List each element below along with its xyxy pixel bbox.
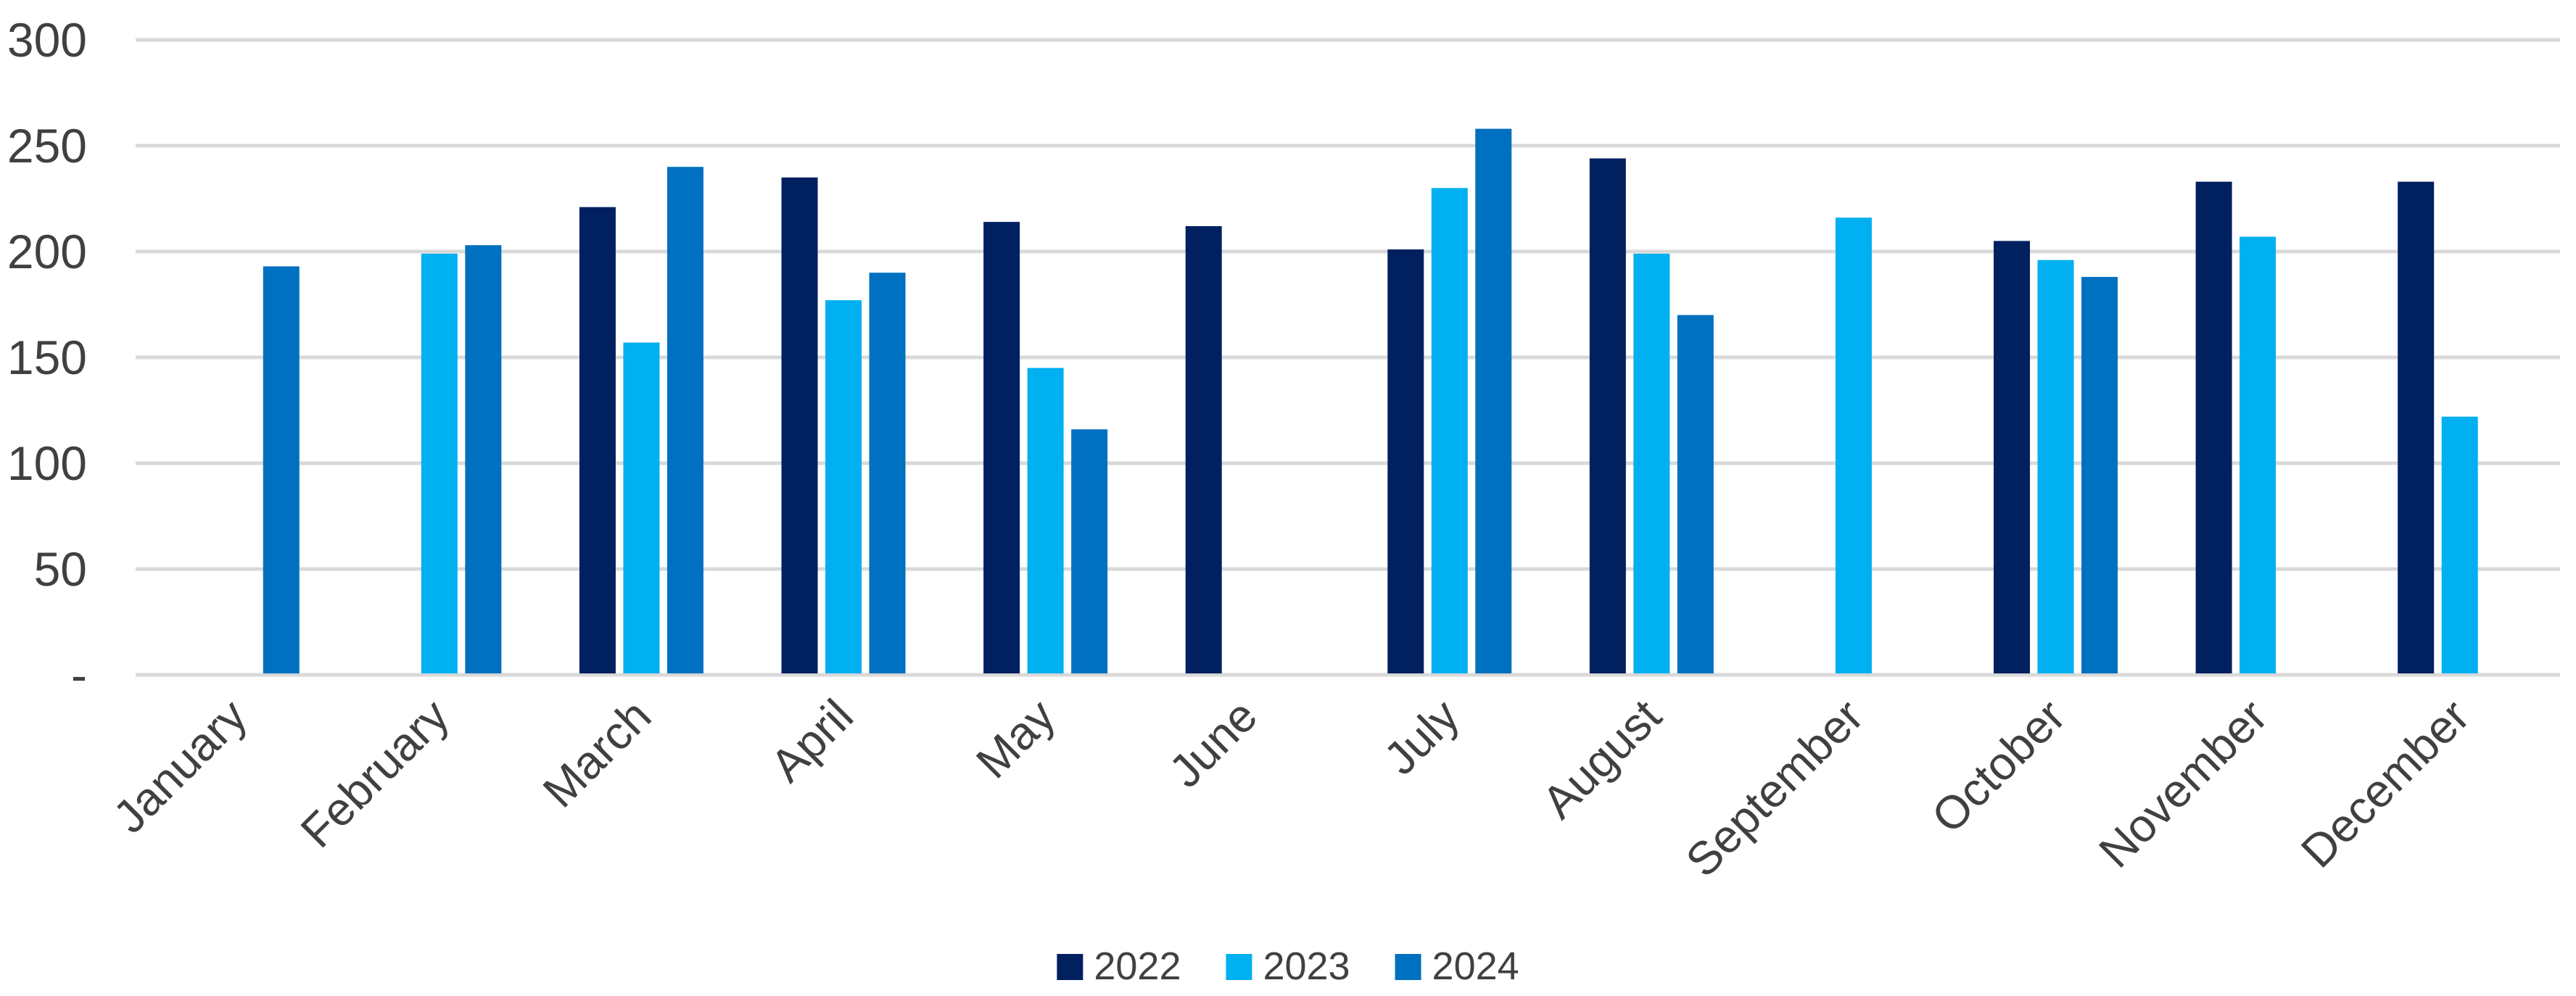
x-axis-label-July: July [1374,689,1469,784]
bar-July-2024 [1475,128,1512,673]
x-axis-label-August: August [1532,689,1671,829]
legend-swatch-2024 [1395,954,1421,980]
bar-December-2023 [2441,416,2478,673]
bar-November-2023 [2239,236,2276,673]
bar-November-2022 [2195,181,2232,673]
bar-October-2024 [2081,277,2118,673]
x-axis-label-December: December [2291,689,2480,878]
legend-label-2022: 2022 [1094,945,1181,988]
bar-July-2023 [1431,188,1468,673]
legend-swatch-2023 [1226,954,1252,980]
x-axis-label-February: February [291,689,459,858]
legend-label-2023: 2023 [1263,945,1350,988]
bar-December-2022 [2398,181,2435,673]
bar-February-2023 [421,253,458,673]
bar-October-2022 [1994,241,2031,673]
x-axis-label-October: October [1922,689,2076,843]
y-tick-label-100: 100 [7,436,87,490]
y-tick-label-300: 300 [7,13,87,67]
bar-March-2024 [666,167,703,673]
bar-June-2022 [1185,225,1222,674]
bar-August-2022 [1589,158,1626,673]
bar-May-2024 [1071,429,1108,673]
y-tick-label-150: 150 [7,331,87,384]
bar-January-2024 [263,266,300,673]
bar-July-2022 [1387,249,1424,674]
x-axis-label-September: September [1676,689,1873,887]
x-axis-label-June: June [1159,689,1267,797]
bar-August-2024 [1677,315,1714,673]
x-axis-label-November: November [2089,689,2277,878]
bar-March-2023 [623,342,660,673]
bar-October-2023 [2037,260,2074,673]
bar-August-2023 [1633,253,1670,673]
bar-April-2023 [825,300,862,673]
legend-label-2024: 2024 [1432,945,1519,988]
legend-swatch-2022 [1057,954,1083,980]
bar-May-2022 [983,222,1020,673]
y-tick-label-0: - [71,648,87,702]
x-axis-label-May: May [966,689,1065,788]
y-tick-label-200: 200 [7,225,87,278]
x-axis-label-April: April [760,689,862,792]
bar-May-2023 [1027,368,1064,673]
bar-September-2023 [1835,217,1872,673]
bar-February-2024 [465,245,502,673]
x-axis-label-March: March [533,689,661,818]
x-axis-label-January: January [103,689,257,843]
y-tick-label-50: 50 [34,542,87,596]
y-tick-label-250: 250 [7,119,87,173]
bar-March-2022 [579,207,616,673]
bar-April-2024 [869,273,906,673]
bar-April-2022 [781,177,818,674]
